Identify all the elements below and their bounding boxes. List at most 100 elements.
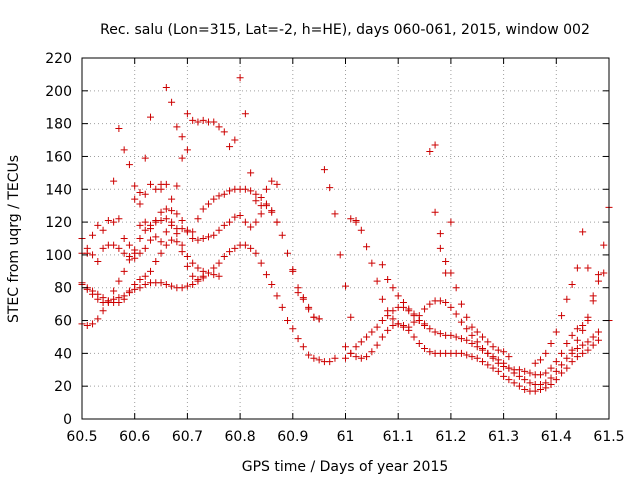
data-point	[131, 285, 139, 293]
data-point	[141, 218, 149, 226]
data-point	[457, 335, 465, 343]
x-tick-label: 61.1	[383, 429, 414, 445]
data-point	[378, 295, 386, 303]
x-tick-label: 60.9	[277, 429, 308, 445]
y-tick-label: 40	[54, 346, 72, 362]
data-point	[573, 264, 581, 272]
data-point	[268, 177, 276, 185]
data-point	[215, 123, 223, 131]
grid-lines	[82, 58, 609, 419]
data-point	[194, 264, 202, 272]
data-point	[515, 372, 523, 380]
data-point	[563, 354, 571, 362]
data-point	[431, 328, 439, 336]
data-point	[252, 197, 260, 205]
data-point	[347, 215, 355, 223]
data-point	[162, 241, 170, 249]
data-point	[178, 225, 186, 233]
data-point	[99, 226, 107, 234]
data-point	[552, 367, 560, 375]
data-point	[552, 358, 560, 366]
data-point	[547, 364, 555, 372]
data-point	[147, 221, 155, 229]
data-point	[136, 221, 144, 229]
data-point	[110, 295, 118, 303]
data-point	[241, 241, 249, 249]
data-point	[521, 376, 529, 384]
data-point	[162, 280, 170, 288]
data-point	[125, 256, 133, 264]
data-point	[268, 208, 276, 216]
data-point	[173, 238, 181, 246]
y-axis: 0 20 40 60 80 100 120 140 160 180 200 220	[45, 51, 609, 428]
data-point	[373, 323, 381, 331]
data-point	[426, 300, 434, 308]
data-point	[220, 190, 228, 198]
data-point	[110, 218, 118, 226]
data-point	[83, 321, 91, 329]
data-point	[600, 269, 608, 277]
data-point	[410, 310, 418, 318]
data-point	[457, 300, 465, 308]
data-point	[89, 251, 97, 259]
data-point	[410, 318, 418, 326]
data-point	[326, 358, 334, 366]
data-point	[563, 295, 571, 303]
data-point	[183, 110, 191, 118]
data-point	[178, 248, 186, 256]
data-point	[494, 359, 502, 367]
data-point	[479, 358, 487, 366]
data-point	[342, 282, 349, 290]
data-point	[173, 123, 181, 131]
data-point	[273, 218, 281, 226]
data-point	[120, 146, 128, 154]
data-point	[447, 218, 455, 226]
data-point	[83, 285, 91, 293]
data-point	[226, 143, 234, 151]
data-point	[442, 298, 450, 306]
data-point	[141, 244, 149, 252]
data-point	[489, 343, 497, 351]
data-point	[568, 280, 576, 288]
y-tick-label: 100	[45, 248, 72, 264]
data-point	[531, 359, 539, 367]
y-tick-label: 160	[45, 149, 72, 165]
data-point	[479, 344, 487, 352]
data-point	[558, 349, 566, 357]
data-point	[231, 136, 239, 144]
data-point	[468, 340, 476, 348]
data-point	[94, 315, 102, 323]
data-point	[99, 307, 107, 315]
data-point	[542, 369, 550, 377]
y-tick-label: 0	[63, 412, 72, 428]
data-point	[573, 325, 581, 333]
data-point	[468, 353, 476, 361]
data-point	[168, 207, 176, 215]
data-point	[489, 354, 497, 362]
data-point	[515, 366, 523, 374]
data-point	[373, 277, 381, 285]
data-point	[120, 292, 128, 300]
data-point	[378, 261, 386, 269]
data-point	[473, 338, 481, 346]
data-point	[110, 177, 118, 185]
data-point	[410, 333, 418, 341]
data-point	[589, 333, 597, 341]
data-point	[363, 243, 371, 251]
data-point	[289, 266, 297, 274]
data-point	[426, 148, 434, 156]
data-point	[199, 235, 207, 242]
data-point	[147, 267, 155, 275]
data-point	[394, 292, 402, 300]
data-point	[584, 346, 592, 354]
data-point	[579, 349, 587, 357]
data-point	[447, 331, 455, 339]
data-point	[510, 379, 518, 387]
data-point	[168, 98, 176, 106]
data-point	[426, 348, 434, 356]
data-point	[594, 336, 602, 344]
data-point	[352, 343, 360, 351]
data-point	[147, 236, 155, 244]
data-point	[494, 346, 502, 354]
data-point	[110, 287, 118, 295]
